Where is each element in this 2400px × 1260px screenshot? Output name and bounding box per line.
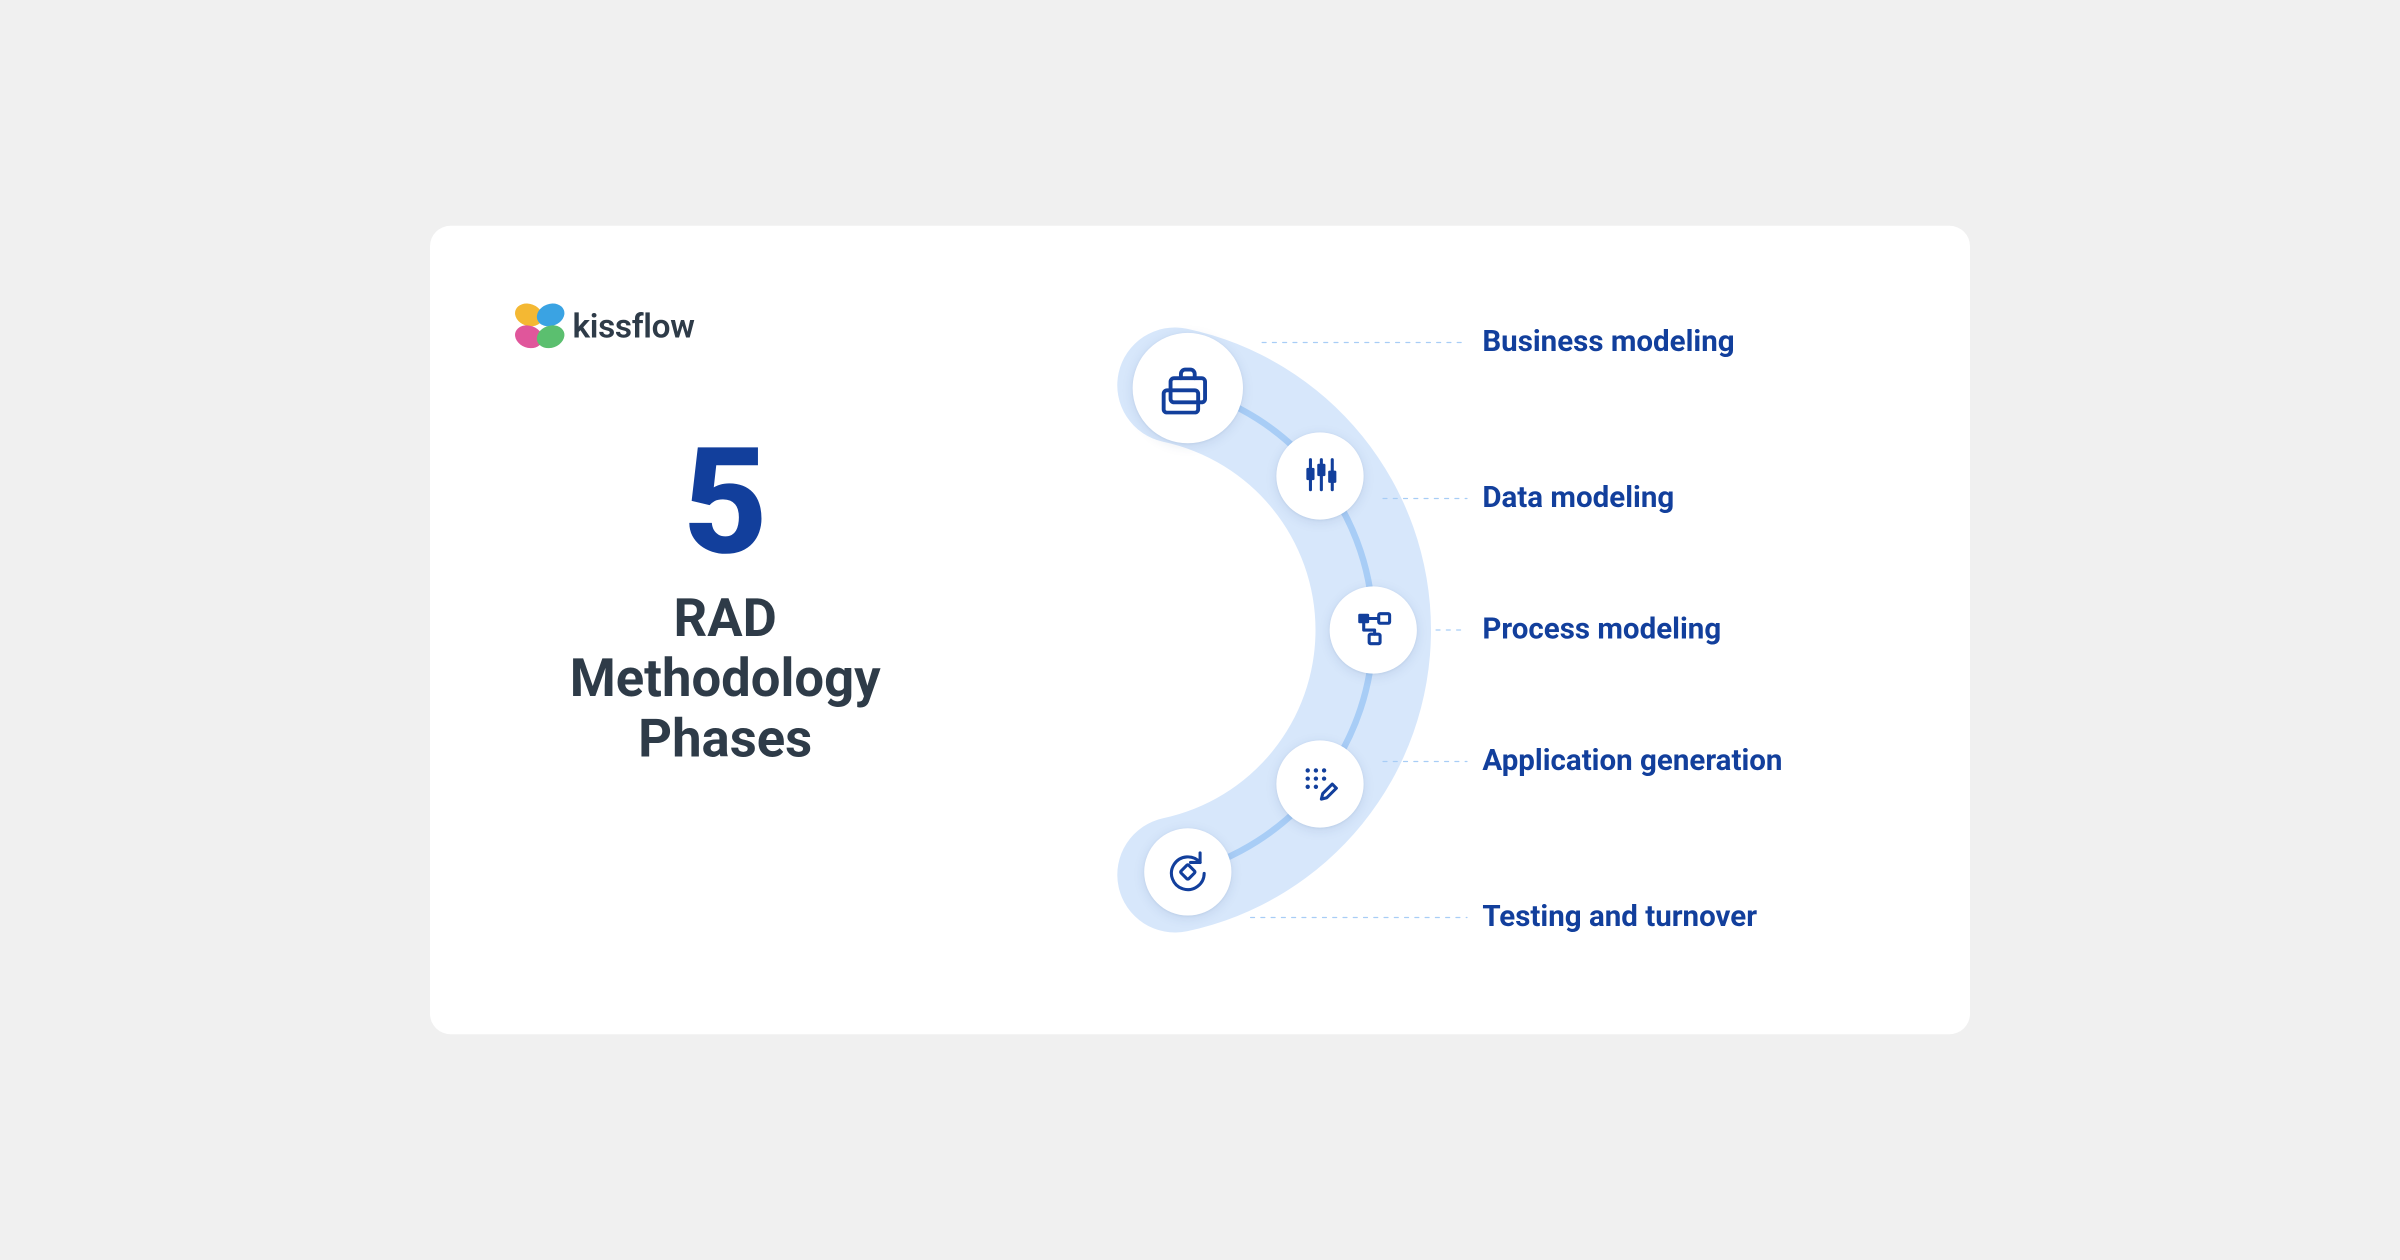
phase-label: Process modeling [1482,612,1721,647]
phase-label: Application generation [1482,743,1782,778]
infographic-card: kissflow 5 RAD Methodology Phases Busine… [430,226,1970,1035]
phase-label: Data modeling [1482,480,1674,515]
phase-label: Testing and turnover [1482,899,1757,934]
phase-label: Business modeling [1482,324,1734,359]
